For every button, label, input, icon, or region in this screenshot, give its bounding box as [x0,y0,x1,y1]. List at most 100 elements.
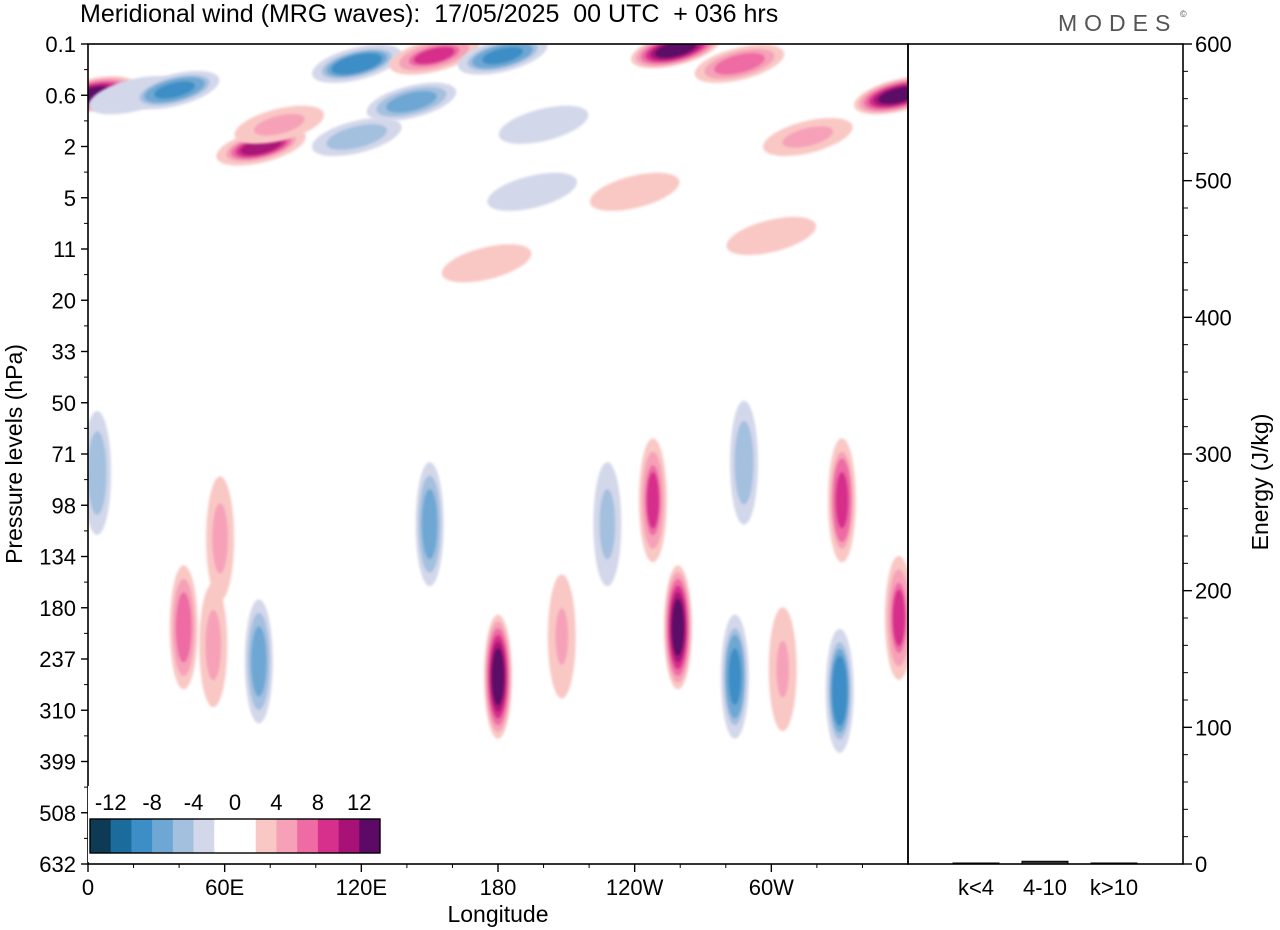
contour-band [614,183,656,201]
anomaly-32 [825,628,854,753]
plot-frame [87,43,909,865]
anomaly-17 [726,216,817,256]
energy-category-label: k>10 [1090,875,1138,900]
contour-band [835,471,849,529]
chart-title: Meridional wind (MRG waves): 17/05/2025 … [80,0,779,28]
energy-tick-label: 500 [1195,169,1232,194]
contour-band [655,44,697,58]
energy-tick-label: 400 [1195,305,1232,330]
y-tick-label: 310 [39,698,76,723]
colorbar-swatch [276,819,298,853]
contour-band [258,116,300,134]
contour-band [718,55,760,73]
energy-tick-label: 200 [1195,579,1232,604]
energy-tick-label: 300 [1195,442,1232,467]
anomaly-26 [593,462,622,587]
energy-category-label: 4-10 [1023,875,1067,900]
anomaly-25 [547,574,576,699]
colorbar-label: -12 [95,790,127,815]
contour-band [892,589,906,647]
y-tick-label: 180 [39,596,76,621]
colorbar-swatch [90,819,112,853]
anomaly-35 [88,410,112,535]
anomaly-22 [199,583,228,708]
anomaly-6 [389,44,480,75]
contour-band [482,46,524,65]
anomaly-10 [498,105,589,144]
anomaly-27 [638,438,667,563]
anomaly-20 [169,565,198,690]
anomaly-33 [827,438,856,563]
anomaly-15 [487,172,577,211]
anomaly-14 [762,117,853,157]
colorbar-swatch [235,819,257,853]
colorbar-swatch [152,819,174,853]
anomaly-8 [311,117,402,157]
anomaly-11 [630,44,721,69]
colorbar-swatch [338,819,360,853]
axes: 0.1 0.6 2 5 11 20 33 50 71 98 134 180 237 310 399 508 63… [1,32,1184,927]
contour-band [390,93,432,111]
y-tick-label: 20 [52,288,76,313]
colorbar-swatch [317,819,339,853]
y-tick-label: 50 [52,391,76,416]
anomaly-29 [720,614,749,739]
anomaly-16 [589,172,680,211]
energy-bar [1021,860,1069,865]
x-tick-label: 0 [82,875,94,900]
y-tick-label: 0.1 [45,32,76,57]
contour-band [177,598,191,656]
colorbar-swatch [131,819,153,853]
anomaly-21 [244,599,273,724]
energy-bar-chart: 0 100 200 300 400 500 600 Energy (J/kg) k<4 4-10 k… [952,32,1273,900]
colorbar-swatch [110,819,132,853]
anomaly-13 [854,76,908,115]
y-tick-label: 237 [39,647,76,672]
y-tick-label: 5 [64,186,76,211]
colorbar-swatch [193,819,215,853]
y-tick-label: 632 [39,852,76,877]
anomaly-24 [484,614,512,739]
contour-band [750,227,792,245]
anomaly-7 [366,82,457,121]
energy-axis-label: Energy (J/kg) [1247,414,1273,551]
energy-tick-label: 100 [1195,715,1232,740]
colorbar-label: -8 [142,790,162,815]
anomaly-23 [415,462,444,587]
anomaly-28 [663,565,692,690]
colorbar-frame [89,818,381,854]
contour-band [776,640,790,698]
anomaly-2 [129,70,220,110]
colorbar-swatch [214,819,236,853]
anomaly-4 [234,105,325,144]
energy-bar [1090,862,1138,865]
contour-band [600,495,614,553]
anomaly-30 [730,400,758,525]
energy-category-label: k<4 [958,875,994,900]
colorbar: -12 -8 -4 0 4 8 12 [88,786,382,862]
colorbar-label: 4 [270,790,282,815]
x-tick-label: 120E [336,875,387,900]
contour-band [833,662,847,720]
y-tick-label: 11 [53,237,76,262]
energy-frame [907,43,1184,865]
y-tick-label: 71 [52,442,76,467]
contour-band [787,128,829,146]
y-tick-label: 33 [52,340,76,365]
contour-band [737,434,751,492]
anomaly-19 [206,476,235,601]
contour-band [671,598,685,656]
y-axis-label: Pressure levels (hPa) [1,344,27,564]
contour-band [646,471,660,529]
colorbar-swatch [255,819,277,853]
energy-tick-label: 600 [1195,32,1232,57]
wind-field [88,44,908,753]
y-tick-label: 2 [64,135,76,160]
contour-band [90,444,104,502]
x-tick-label: 180 [480,875,517,900]
anomaly-34 [884,555,908,680]
x-tick-label: 120W [606,875,664,900]
colorbar-swatch [359,819,381,853]
contour-band [413,46,455,65]
